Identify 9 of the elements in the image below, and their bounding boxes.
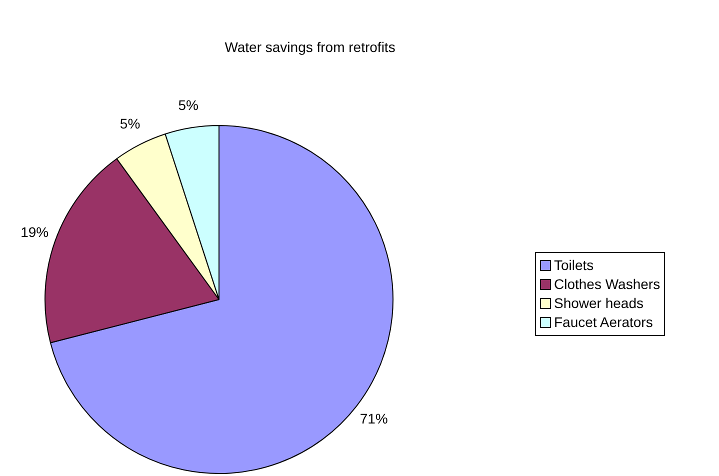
data-label: 71%	[360, 410, 388, 426]
data-label: 5%	[120, 116, 140, 132]
data-label: 19%	[20, 224, 49, 240]
data-label: 5%	[178, 96, 198, 113]
chart-title: Water savings from retrofits	[224, 38, 396, 55]
legend-label: Toilets	[554, 256, 594, 275]
legend-label: Shower heads	[554, 294, 644, 313]
legend-label: Faucet Aerators	[554, 313, 653, 332]
legend-label: Clothes Washers	[554, 275, 660, 294]
